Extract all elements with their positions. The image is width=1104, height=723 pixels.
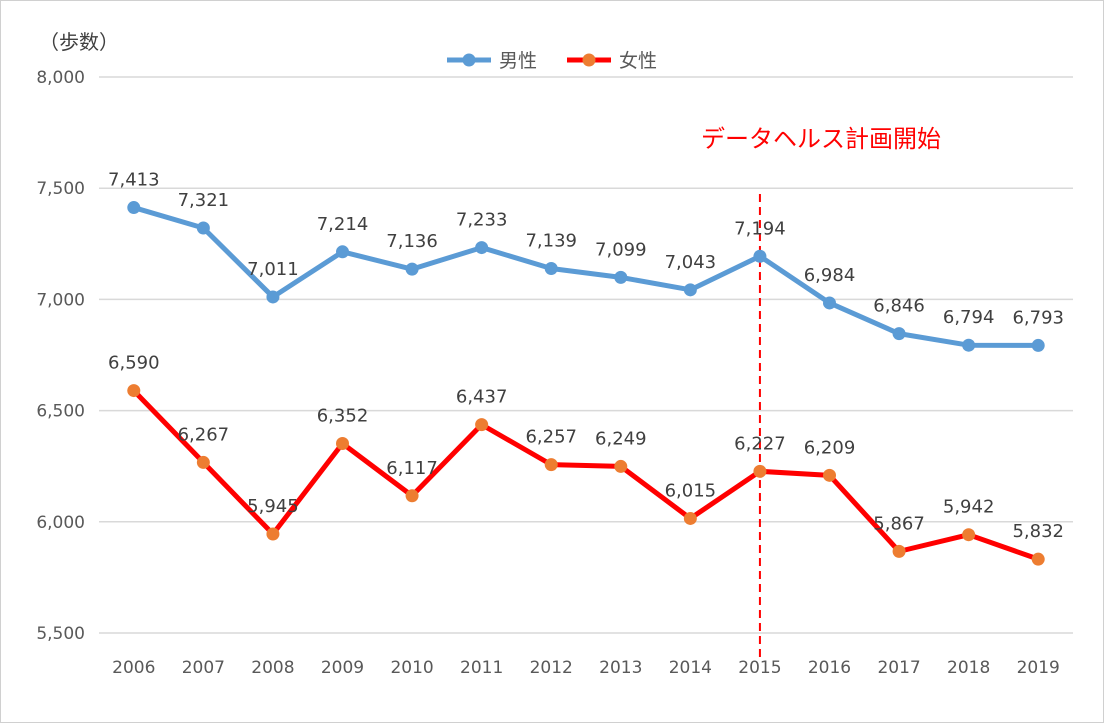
x-tick-label: 2018 (947, 658, 990, 678)
gridlines (99, 76, 1073, 634)
data-label: 6,793 (1012, 307, 1064, 328)
y-tick-label: 7,000 (36, 290, 85, 310)
data-labels: 7,413 7,321 7,011 7,214 7,136 7,233 7,139 7,099… (108, 170, 1064, 543)
x-tick-label: 2007 (182, 658, 225, 678)
data-label: 5,867 (873, 513, 925, 534)
data-point (1031, 338, 1045, 352)
data-label: 6,846 (873, 296, 925, 317)
data-point (475, 418, 489, 432)
y-unit-label: （歩数） (39, 30, 119, 54)
x-axis: 2006 2007 2008 2009 2010 2011 2012 2013 2014 2015… (112, 658, 1060, 678)
data-point (683, 511, 697, 525)
data-point (1031, 552, 1045, 566)
data-label: 6,437 (456, 387, 508, 408)
x-tick-label: 2017 (877, 658, 920, 678)
data-point (962, 338, 976, 352)
x-tick-label: 2019 (1017, 658, 1060, 678)
x-tick-label: 2011 (460, 658, 503, 678)
data-label: 6,984 (804, 265, 856, 286)
data-point (892, 327, 906, 341)
data-point (196, 455, 210, 469)
data-point (544, 261, 558, 275)
y-tick-label: 7,500 (36, 179, 85, 199)
data-point (823, 296, 836, 310)
data-label: 5,942 (943, 497, 995, 518)
series-group (127, 201, 1045, 566)
y-tick-label: 5,500 (36, 624, 85, 644)
data-point (753, 249, 767, 263)
data-label: 7,139 (525, 230, 577, 251)
legend-label: 男性 (499, 50, 537, 72)
data-label: 7,214 (317, 214, 369, 235)
data-point (405, 262, 419, 276)
annotation-group: データヘルス計画開始 (701, 125, 941, 661)
data-point (266, 527, 280, 541)
data-label: 6,794 (943, 307, 995, 328)
data-point (127, 201, 141, 215)
x-tick-label: 2016 (808, 658, 851, 678)
data-point (405, 489, 419, 503)
x-tick-label: 2010 (390, 658, 433, 678)
data-point (892, 544, 906, 558)
series-line-1 (133, 205, 1039, 348)
x-tick-label: 2012 (530, 658, 573, 678)
x-tick-label: 2013 (599, 658, 642, 678)
data-label: 5,945 (247, 496, 299, 517)
data-label: 5,832 (1012, 521, 1064, 542)
data-point (614, 459, 628, 473)
data-label: 7,099 (595, 239, 647, 260)
data-label: 7,194 (734, 218, 786, 239)
data-point (614, 270, 628, 284)
y-tick-label: 8,000 (36, 68, 85, 88)
data-label: 6,257 (525, 427, 577, 448)
data-label: 7,011 (247, 259, 299, 280)
data-point (196, 221, 210, 235)
data-point (544, 458, 558, 472)
y-tick-label: 6,000 (36, 513, 85, 533)
data-point (683, 283, 697, 297)
data-label: 6,590 (108, 353, 160, 374)
y-tick-label: 6,500 (36, 402, 85, 422)
series-line-2 (131, 388, 1040, 562)
data-label: 6,352 (317, 406, 369, 427)
legend-label: 女性 (619, 50, 657, 72)
data-label: 7,321 (178, 190, 230, 211)
data-point (962, 528, 976, 542)
data-label: 7,413 (108, 170, 160, 191)
data-label: 6,227 (734, 433, 786, 454)
data-label: 7,043 (665, 252, 717, 273)
x-tick-label: 2006 (112, 658, 155, 678)
data-point (823, 468, 836, 482)
data-label: 6,117 (386, 458, 438, 479)
data-label: 6,249 (595, 428, 647, 449)
data-point (127, 384, 141, 398)
legend-marker (462, 53, 476, 67)
legend-marker (582, 53, 596, 67)
data-point (753, 464, 767, 478)
x-tick-label: 2014 (669, 658, 712, 678)
data-point (336, 437, 349, 451)
data-point (475, 241, 489, 255)
y-axis: 5,500 6,000 6,500 7,000 7,500 8,000 (36, 68, 85, 644)
data-label: 6,267 (178, 424, 230, 445)
data-point (336, 245, 349, 259)
data-label: 6,015 (665, 480, 717, 501)
annotation-text: データヘルス計画開始 (701, 125, 941, 153)
x-tick-label: 2009 (321, 658, 364, 678)
legend: 男性 女性 (447, 50, 657, 72)
data-label: 6,209 (804, 437, 856, 458)
data-label: 7,136 (386, 231, 438, 252)
x-tick-label: 2008 (251, 658, 294, 678)
data-point (266, 290, 280, 304)
x-tick-label: 2015 (738, 658, 781, 678)
data-label: 7,233 (456, 210, 508, 231)
